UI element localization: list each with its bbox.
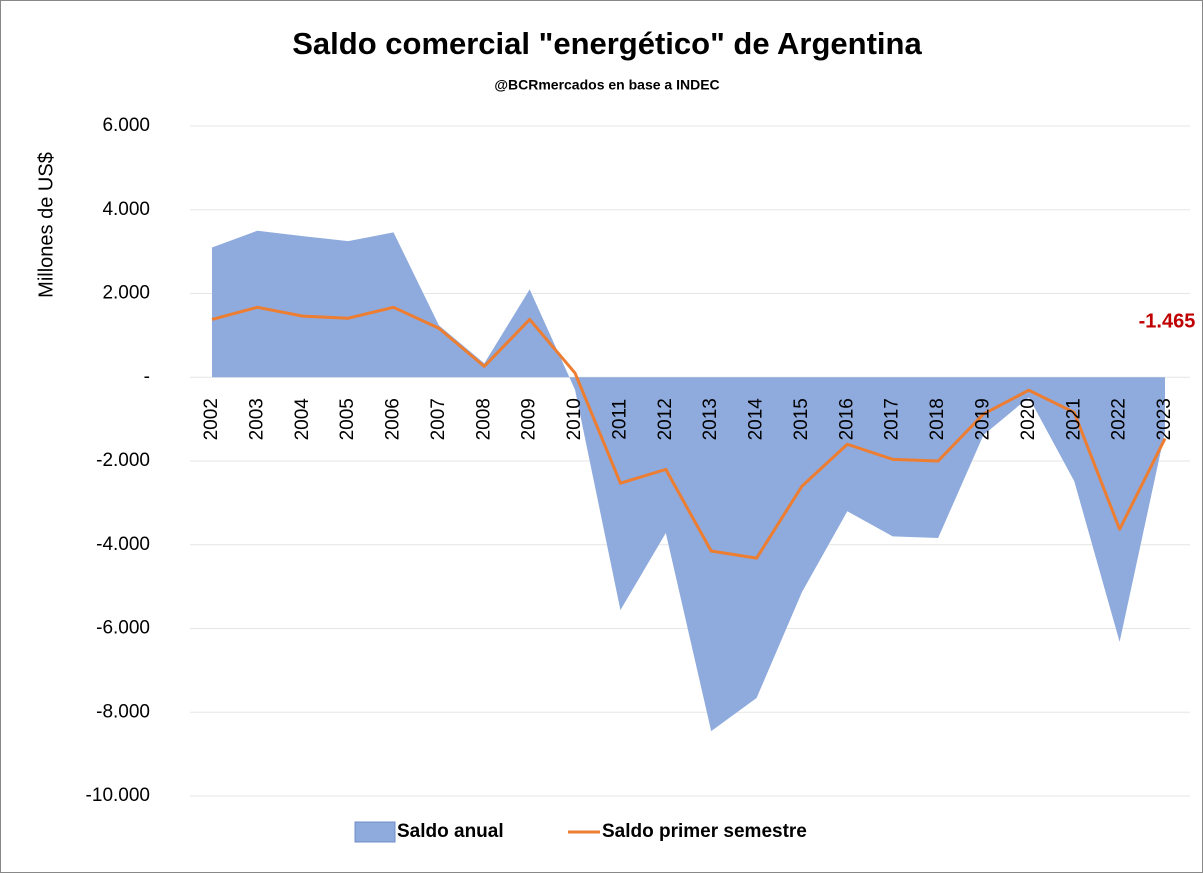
- x-tick-label: 2008: [473, 398, 494, 440]
- legend-label: Saldo primer semestre: [602, 821, 807, 842]
- x-tick-label: 2022: [1109, 398, 1130, 440]
- x-tick-label: 2005: [337, 398, 358, 440]
- x-tick-label: 2015: [791, 398, 812, 440]
- x-tick-label: 2023: [1154, 398, 1175, 440]
- y-tick-label: 6.000: [102, 115, 150, 136]
- x-tick-label: 2018: [927, 398, 948, 440]
- data-label: -1.465: [1139, 310, 1196, 332]
- y-tick-label: -2.000: [96, 450, 150, 471]
- x-tick-label: 2006: [383, 398, 404, 440]
- y-tick-label: -6.000: [96, 618, 150, 639]
- x-tick-label: 2021: [1063, 398, 1084, 440]
- y-tick-label: 4.000: [102, 199, 150, 220]
- x-tick-label: 2019: [972, 398, 993, 440]
- y-axis-label: Millones de US$: [35, 152, 57, 298]
- x-tick-label: 2016: [836, 398, 857, 440]
- x-tick-label: 2009: [519, 398, 540, 440]
- x-tick-label: 2010: [564, 398, 585, 440]
- y-tick-label: -4.000: [96, 534, 150, 555]
- y-tick-label: -8.000: [96, 701, 150, 722]
- x-tick-label: 2017: [882, 398, 903, 440]
- x-tick-label: 2003: [246, 398, 267, 440]
- x-tick-label: 2011: [609, 399, 630, 440]
- legend-swatch: [354, 821, 396, 843]
- chart-subtitle: @BCRmercados en base a INDEC: [494, 77, 719, 93]
- x-tick-label: 2014: [746, 398, 767, 441]
- area: [212, 230, 1165, 732]
- y-tick-label: 2.000: [102, 283, 150, 304]
- x-tick-label: 2020: [1018, 398, 1039, 440]
- y-tick-label: -: [144, 366, 150, 387]
- x-tick-label: 2004: [292, 398, 313, 441]
- legend-label: Saldo anual: [397, 821, 504, 842]
- x-tick-label: 2007: [428, 398, 449, 440]
- line: [211, 305, 1167, 560]
- y-tick-label: -10.000: [86, 785, 150, 806]
- x-tick-label: 2012: [655, 398, 676, 440]
- chart-title: Saldo comercial "energético" de Argentin…: [292, 26, 922, 61]
- x-tick-label: 2013: [700, 398, 721, 440]
- x-tick-label: 2002: [201, 398, 222, 440]
